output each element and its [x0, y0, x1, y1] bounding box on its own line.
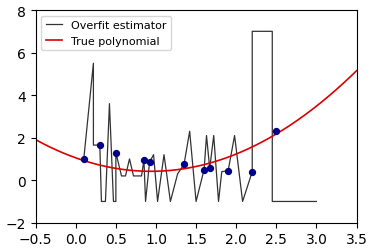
- Overfit estimator: [204, 135, 209, 138]
- Point: [273, 130, 279, 134]
- Overfit estimator: [250, 31, 254, 34]
- True polynomial: [225, 156, 229, 159]
- Overfit estimator: [127, 158, 132, 161]
- Overfit estimator: [194, 200, 198, 203]
- True polynomial: [297, 118, 301, 121]
- Point: [97, 143, 103, 147]
- True polynomial: [354, 70, 359, 73]
- Point: [207, 167, 213, 171]
- Point: [181, 163, 187, 167]
- Overfit estimator: [226, 169, 231, 172]
- Overfit estimator: [82, 158, 86, 161]
- Overfit estimator: [99, 200, 104, 203]
- Point: [225, 169, 231, 173]
- Point: [113, 151, 119, 155]
- True polynomial: [347, 77, 352, 80]
- True polynomial: [34, 139, 38, 142]
- True polynomial: [148, 170, 153, 173]
- True polynomial: [186, 167, 191, 170]
- Overfit estimator: [202, 168, 206, 171]
- True polynomial: [188, 166, 193, 169]
- Point: [81, 157, 87, 161]
- Overfit estimator: [187, 130, 192, 133]
- Overfit estimator: [314, 200, 319, 203]
- Line: Overfit estimator: Overfit estimator: [84, 32, 316, 202]
- Point: [147, 161, 153, 165]
- Point: [141, 158, 147, 162]
- Point: [249, 170, 255, 174]
- Line: True polynomial: True polynomial: [36, 72, 357, 172]
- Point: [201, 168, 207, 172]
- True polynomial: [208, 162, 212, 165]
- Legend: Overfit estimator, True polynomial: Overfit estimator, True polynomial: [41, 17, 171, 51]
